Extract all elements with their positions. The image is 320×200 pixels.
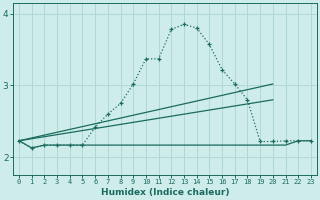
- X-axis label: Humidex (Indice chaleur): Humidex (Indice chaleur): [101, 188, 229, 197]
